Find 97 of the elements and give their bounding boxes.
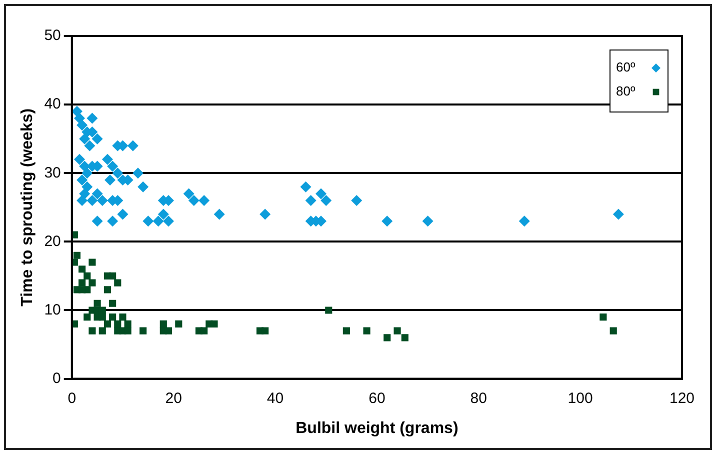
y-tick-label: 20 — [44, 232, 61, 250]
x-tick-label: 40 — [266, 390, 284, 407]
point — [260, 208, 271, 220]
point — [73, 252, 81, 259]
point — [84, 272, 91, 280]
point — [612, 208, 624, 220]
point — [162, 216, 174, 227]
point — [320, 195, 332, 206]
point — [305, 195, 316, 206]
point — [142, 216, 154, 227]
x-axis-title: Bulbil weight (grams) — [296, 420, 458, 437]
point — [164, 327, 172, 334]
point — [518, 216, 530, 227]
point — [316, 188, 327, 200]
point — [140, 327, 147, 334]
point — [88, 279, 96, 286]
point — [200, 327, 208, 334]
point — [88, 258, 96, 266]
y-tick-label: 50 — [44, 27, 61, 44]
y-tick-label: 0 — [52, 370, 61, 387]
point — [88, 327, 96, 334]
point — [394, 327, 401, 334]
x-tick-label: 100 — [568, 390, 593, 407]
point — [109, 272, 116, 280]
point — [104, 286, 112, 294]
point — [262, 327, 269, 334]
point — [104, 320, 112, 328]
point — [210, 320, 218, 328]
x-tick-label: 60 — [368, 390, 386, 407]
point — [188, 195, 200, 206]
point — [79, 133, 90, 144]
point — [84, 314, 91, 321]
point — [117, 208, 128, 220]
point — [112, 168, 124, 179]
point — [124, 320, 132, 328]
point — [214, 208, 225, 220]
point — [610, 327, 617, 334]
point — [92, 188, 103, 200]
point — [94, 300, 101, 307]
point — [152, 216, 164, 227]
point — [76, 174, 88, 186]
point — [600, 314, 607, 321]
point — [98, 306, 106, 314]
legend-label: 60º — [616, 60, 636, 75]
point — [78, 286, 86, 294]
point — [198, 195, 210, 206]
x-tick-label: 80 — [470, 390, 487, 407]
point — [107, 160, 118, 172]
point — [342, 327, 350, 334]
point — [175, 320, 182, 328]
point — [132, 168, 144, 179]
point — [102, 154, 113, 165]
point — [300, 181, 312, 192]
point — [422, 216, 434, 227]
point — [158, 208, 169, 220]
point — [183, 188, 194, 200]
y-tick-label: 30 — [44, 164, 61, 182]
point — [74, 112, 86, 124]
point — [351, 195, 362, 206]
point — [72, 106, 82, 117]
point — [86, 112, 98, 124]
x-tick-label: 20 — [165, 390, 182, 407]
point — [98, 314, 106, 321]
x-tick-label: 0 — [68, 390, 76, 407]
point — [78, 279, 86, 286]
point — [124, 327, 132, 334]
point — [104, 174, 116, 186]
point — [127, 140, 138, 152]
point — [86, 195, 98, 206]
y-tick-label: 40 — [44, 96, 61, 113]
point — [401, 334, 408, 342]
legend-label: 80º — [616, 84, 636, 99]
y-tick-label: 10 — [44, 301, 61, 318]
point — [84, 140, 96, 152]
point — [107, 216, 118, 227]
point — [109, 314, 116, 321]
point — [76, 120, 88, 131]
point — [109, 300, 116, 307]
point — [114, 279, 122, 286]
point — [119, 314, 126, 321]
point — [76, 195, 88, 206]
point — [384, 334, 391, 342]
point — [160, 320, 167, 328]
point — [363, 327, 370, 334]
point — [325, 306, 332, 314]
point — [138, 181, 149, 192]
y-axis-title: Time to sprouting (weeks) — [19, 108, 36, 306]
point — [92, 216, 103, 227]
point — [98, 327, 106, 334]
point — [92, 133, 103, 144]
point — [78, 266, 86, 273]
point — [382, 216, 393, 227]
point — [82, 168, 93, 179]
point — [74, 154, 86, 165]
point — [114, 320, 122, 328]
x-tick-label: 120 — [669, 390, 695, 407]
point — [96, 195, 108, 206]
